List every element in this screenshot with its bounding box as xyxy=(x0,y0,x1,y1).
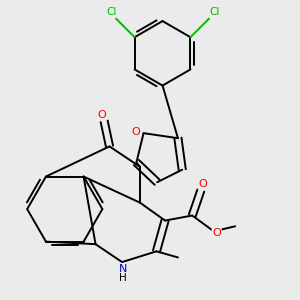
Text: O: O xyxy=(131,128,140,137)
Text: N: N xyxy=(118,263,127,274)
Text: Cl: Cl xyxy=(106,7,117,17)
Text: Cl: Cl xyxy=(209,7,220,17)
Text: O: O xyxy=(198,179,207,189)
Text: O: O xyxy=(97,110,106,120)
Text: O: O xyxy=(212,228,221,238)
Text: H: H xyxy=(119,273,127,283)
